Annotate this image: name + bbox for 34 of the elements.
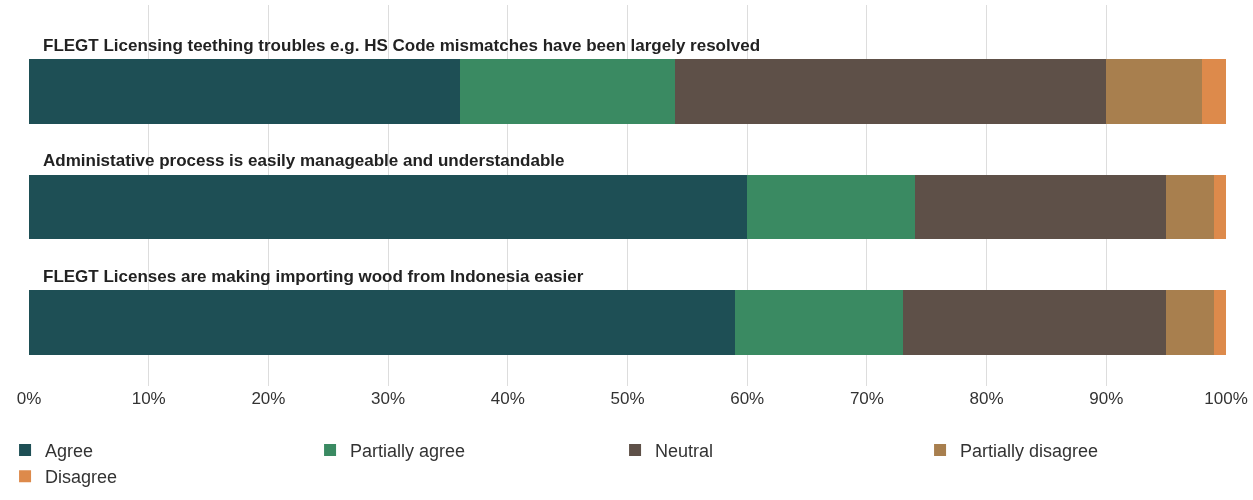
- legend-label: Partially agree: [350, 440, 466, 461]
- x-tick-label: 70%: [849, 389, 884, 408]
- bar: [29, 174, 748, 240]
- bar: [1166, 174, 1215, 240]
- y-tick-label: Administative process is easily manageable and understandable: [43, 151, 565, 170]
- bar: [29, 290, 736, 355]
- bar: [1166, 290, 1215, 355]
- legend-label: Agree: [45, 440, 94, 461]
- bar: [902, 290, 1167, 355]
- legend-label: Disagree: [45, 467, 118, 488]
- legend-label: Partially disagree: [960, 440, 1099, 461]
- bar: [1202, 59, 1226, 124]
- y-tick-label: FLEGT Licenses are making importing wood from Indonesia easier: [43, 267, 584, 286]
- bar: [735, 290, 903, 355]
- bar: [29, 59, 460, 124]
- bar: [459, 59, 676, 124]
- x-tick-label: 60%: [730, 389, 765, 408]
- bar: [747, 174, 915, 240]
- bar: [914, 174, 1167, 240]
- x-tick-label: 20%: [251, 389, 286, 408]
- x-tick-label: 100%: [1204, 389, 1248, 408]
- x-tick-label: 40%: [490, 389, 525, 408]
- x-tick-label: 80%: [969, 389, 1004, 408]
- x-tick-label: 10%: [131, 389, 166, 408]
- x-tick-label: 50%: [610, 389, 645, 408]
- bar: [1214, 174, 1226, 240]
- legend-label: Neutral: [655, 440, 714, 461]
- bar: [1106, 59, 1203, 124]
- x-tick-label: 90%: [1089, 389, 1124, 408]
- x-tick-label: 0%: [16, 389, 42, 408]
- bar: [675, 59, 1107, 124]
- bar: [1214, 290, 1226, 355]
- y-tick-label: FLEGT Licensing teething troubles e.g. HS Code mismatches have been largely resolved: [43, 36, 761, 55]
- x-tick-label: 30%: [371, 389, 406, 408]
